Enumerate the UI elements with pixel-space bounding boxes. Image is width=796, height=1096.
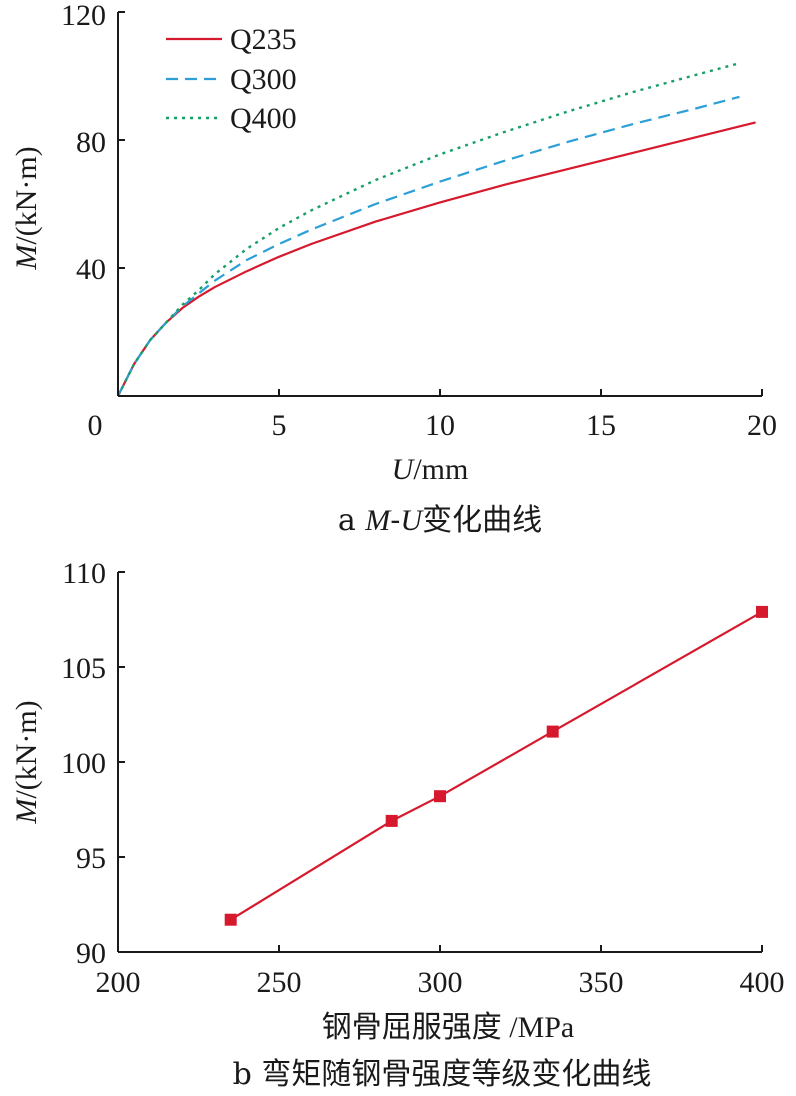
chart-b-ytick-label: 95: [76, 842, 106, 875]
chart-b-ytick-label: 110: [62, 557, 106, 590]
chart-b-ticks: [117, 571, 763, 953]
data-point-marker: [546, 725, 559, 738]
chart-b-ytick-label: 90: [76, 937, 106, 970]
series-line-b0: [230, 610, 763, 921]
chart-a-y-axis-label: M/(kN·m): [10, 146, 43, 270]
data-point-marker: [434, 790, 446, 803]
chart-a-ticks: [117, 11, 763, 396]
series-line-q400: [116, 62, 740, 397]
chart-a-caption: a M-U变化曲线: [338, 503, 542, 538]
chart-b-xtick-label: 350: [579, 966, 624, 999]
series-line-q235: [117, 121, 756, 397]
chart-a-xtick-label: 15: [586, 409, 616, 442]
chart-a: 120 80 40 0 5 10 15 20 U/mm M/(kN·m) Q23…: [10, 0, 777, 538]
chart-b-series-layer: [224, 605, 768, 926]
chart-a-ytick-label: 120: [61, 0, 106, 32]
chart-a-series-layer: [116, 62, 756, 397]
data-point-marker: [224, 913, 237, 926]
chart-b-xtick-label: 250: [257, 966, 302, 999]
chart-b-xtick-label: 400: [740, 966, 785, 999]
chart-a-x-axis-label: U/mm: [392, 453, 469, 486]
legend-label-q235: Q235: [230, 23, 297, 56]
chart-b-y-axis-label: M/(kN·m): [10, 700, 43, 824]
data-point-marker: [756, 605, 768, 618]
chart-b-x-axis-label: 钢骨屈服强度 /MPa: [322, 1011, 575, 1044]
series-line-q300: [117, 95, 740, 397]
legend-label-q400: Q400: [230, 102, 297, 135]
chart-a-legend: Q235 Q300 Q400: [166, 23, 297, 135]
chart-a-xtick-label: 5: [272, 409, 287, 442]
chart-a-ytick-label: 80: [76, 126, 106, 159]
chart-a-ytick-label: 40: [76, 253, 106, 286]
chart-a-xtick-label: 20: [747, 409, 777, 442]
chart-b-xtick-label: 300: [418, 966, 463, 999]
chart-b-ytick-label: 100: [61, 747, 106, 780]
chart-a-xtick-label: 10: [425, 409, 455, 442]
chart-b-xtick-label: 200: [96, 966, 141, 999]
chart-b-ytick-label: 105: [61, 652, 106, 685]
data-point-marker: [385, 814, 398, 827]
chart-b: 110 105 100 95 90 200 250 300 350 400 钢骨…: [10, 557, 785, 1092]
chart-a-xtick-label: 0: [88, 409, 103, 442]
chart-b-caption: b 弯矩随钢骨强度等级变化曲线: [233, 1057, 652, 1092]
legend-label-q300: Q300: [230, 63, 297, 96]
